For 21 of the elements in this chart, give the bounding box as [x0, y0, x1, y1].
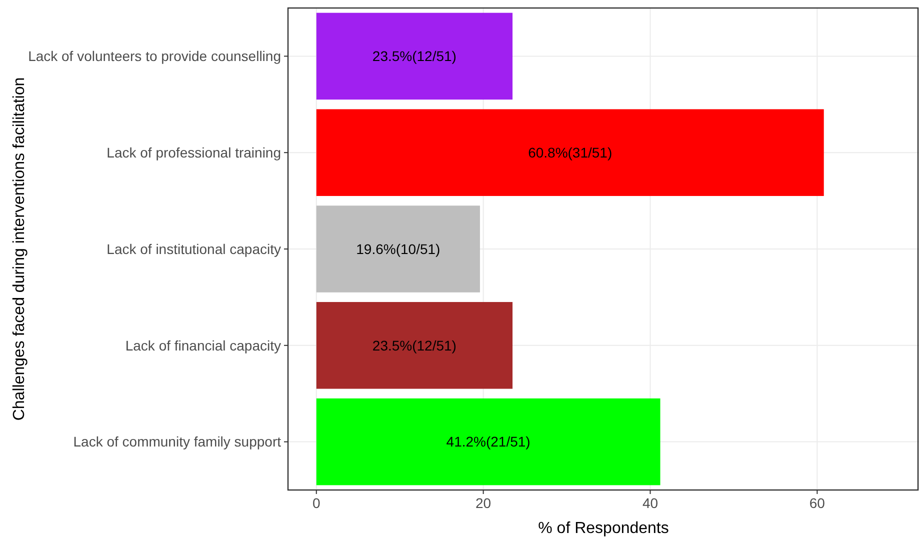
x-tick-label: 60	[809, 495, 826, 511]
x-axis-title: % of Respondents	[538, 520, 669, 537]
bar	[316, 302, 513, 389]
data-label: 19.6%(10/51)	[356, 240, 440, 257]
data-label: 23.5%(12/51)	[372, 48, 456, 64]
bar	[316, 109, 824, 196]
x-tick-label: 20	[476, 495, 492, 511]
y-tick-label: Lack of financial capacity	[125, 337, 281, 354]
bar	[316, 206, 480, 292]
y-tick-label: Lack of professional training	[106, 144, 281, 160]
data-label: 23.5%(12/51)	[372, 337, 456, 354]
y-tick-label: Lack of institutional capacity	[106, 240, 281, 257]
data-label: 41.2%(21/51)	[446, 434, 530, 450]
x-tick-label: 40	[642, 495, 658, 511]
y-axis-title: Challenges faced during interventions facilitation	[11, 77, 28, 421]
y-tick-label: Lack of volunteers to provide counselling	[28, 48, 281, 64]
x-tick-label: 0	[312, 495, 320, 511]
data-label: 60.8%(31/51)	[528, 144, 612, 160]
y-tick-label: Lack of community family support	[73, 434, 282, 450]
bar	[316, 12, 513, 100]
bar	[316, 398, 660, 486]
